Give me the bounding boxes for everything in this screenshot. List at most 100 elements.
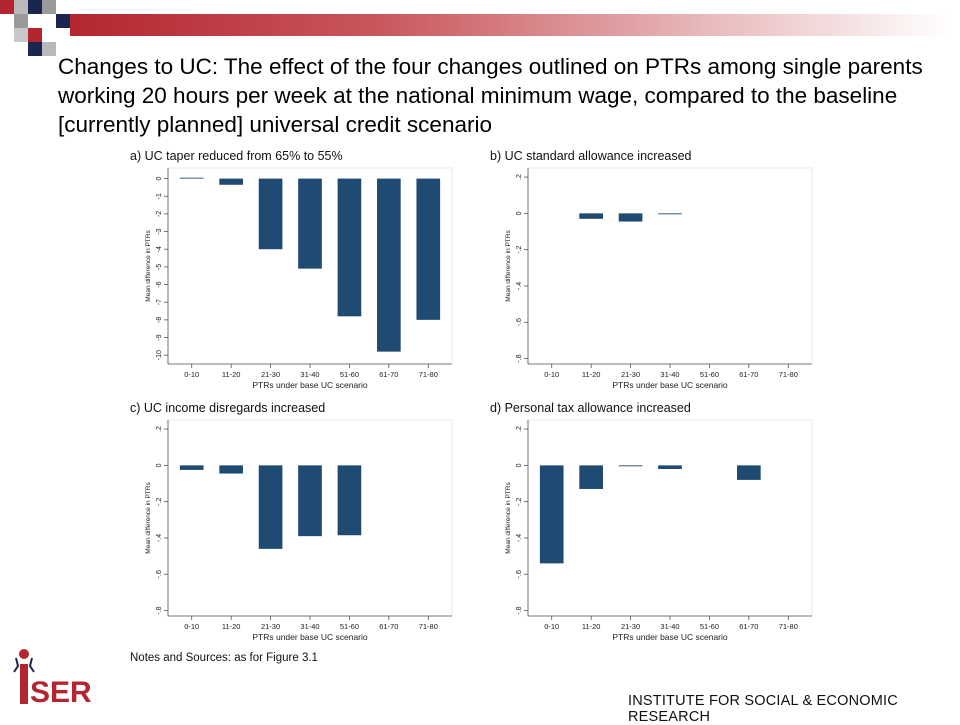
deco-square-grey [42,42,56,56]
y-tick-label: -.6 [156,570,163,578]
y-tick-label: -.4 [516,282,523,290]
deco-square-navy [28,0,42,14]
x-tick-label: 71-80 [779,370,798,379]
plot-area [527,167,813,365]
deco-square-grey [14,14,28,28]
deco-square-grey [14,28,28,42]
deco-square-red [28,28,42,42]
chart-svg: b) UC standard allowance increased .2 0 -.2… [490,149,813,390]
x-tick-label: 31-40 [300,370,319,379]
bar [258,465,283,549]
chart-svg: d) Personal tax allowance increased .2 0 -.… [490,401,813,642]
plot-area [527,419,813,617]
x-tick-label: 61-70 [739,370,758,379]
x-tick-label: 51-60 [700,622,719,631]
x-tick-label: 0-10 [544,622,559,631]
y-tick-label: 0 [156,463,163,467]
y-axis-label: Mean difference in PTRs [505,230,512,302]
x-tick-label: 71-80 [779,622,798,631]
bar [377,178,401,352]
bar [179,465,204,470]
y-tick-label: .2 [516,174,523,180]
y-tick-label: -2 [156,211,163,217]
svg-text:SER: SER [30,676,92,709]
x-tick-label: 21-30 [261,370,280,379]
x-tick-label: 21-30 [621,370,640,379]
deco-square-navy [28,42,42,56]
y-tick-label: -.6 [516,570,523,578]
bar [258,178,283,250]
y-tick-label: -10 [156,350,163,360]
y-tick-label: -.2 [516,497,523,505]
x-tick-label: 0-10 [184,370,199,379]
x-tick-label: 51-60 [340,370,359,379]
y-tick-label: 0 [156,177,163,181]
chart-panel-b: b) UC standard allowance increased .2 0 -.2… [478,146,840,394]
chart-title: c) UC income disregards increased [130,401,325,415]
header-gradient-bar [70,14,950,36]
bar [579,213,603,219]
y-tick-label: -.8 [516,354,523,362]
y-tick-label: -3 [156,228,163,234]
chart-panel-d: d) Personal tax allowance increased .2 0 -.… [478,398,840,646]
organisation-name: INSTITUTE FOR SOCIAL & ECONOMIC RESEARCH [628,693,898,725]
x-tick-label: 21-30 [621,622,640,631]
x-tick-label: 71-80 [419,370,438,379]
y-tick-label: 0 [516,463,523,467]
x-tick-label: 11-20 [582,622,601,631]
bar [658,465,682,469]
y-tick-label: -.4 [516,534,523,542]
y-axis-label: Mean difference in PTRs [145,230,152,302]
y-tick-label: 0 [516,211,523,215]
y-tick-label: .2 [156,426,163,432]
bar [337,178,362,317]
bar [219,178,243,185]
chart-title: d) Personal tax allowance increased [490,401,691,415]
notes-and-sources: Notes and Sources: as for Figure 3.1 [130,652,318,664]
x-tick-label: 51-60 [700,370,719,379]
iser-logo: SER [8,642,98,712]
y-tick-label: -.8 [516,606,523,614]
bar [618,213,643,222]
deco-square-white [28,14,42,28]
bar [539,465,564,564]
chart-svg: a) UC taper reduced from 65% to 55% 0 -1 -2… [130,149,453,390]
y-tick-label: -.8 [156,606,163,614]
x-tick-label: 71-80 [419,622,438,631]
bar [298,178,322,269]
x-tick-label: 61-70 [739,622,758,631]
chart-panel-a: a) UC taper reduced from 65% to 55% 0 -1 -2… [118,146,480,394]
x-axis-label: PTRs under base UC scenario [252,632,368,642]
x-tick-label: 11-20 [222,370,241,379]
y-tick-label: -.6 [516,318,523,326]
x-tick-label: 31-40 [660,622,679,631]
deco-square-grey [14,0,28,14]
slide-title: Changes to UC: The effect of the four ch… [58,54,923,137]
x-tick-label: 21-30 [261,622,280,631]
y-tick-label: -9 [156,334,163,340]
x-axis-label: PTRs under base UC scenario [252,380,368,390]
x-tick-label: 61-70 [379,622,398,631]
y-tick-label: -.2 [156,497,163,505]
x-tick-label: 61-70 [379,370,398,379]
y-tick-label: -7 [156,299,163,305]
y-tick-label: -4 [156,246,163,252]
x-axis-label: PTRs under base UC scenario [612,380,728,390]
deco-square-navy [56,14,70,28]
chart-title: b) UC standard allowance increased [490,149,692,163]
bar [579,465,603,489]
x-tick-label: 0-10 [184,622,199,631]
chart-title: a) UC taper reduced from 65% to 55% [130,149,343,163]
bar [416,178,441,320]
x-tick-label: 31-40 [300,622,319,631]
y-tick-label: .2 [516,426,523,432]
x-tick-label: 0-10 [544,370,559,379]
bar [658,213,682,215]
y-axis-label: Mean difference in PTRs [505,482,512,554]
bar [179,177,204,179]
chart-svg: c) UC income disregards increased .2 0 -.2 -… [130,401,453,642]
bar [337,465,362,536]
x-axis-label: PTRs under base UC scenario [612,632,728,642]
bar [298,465,322,537]
x-tick-label: 51-60 [340,622,359,631]
